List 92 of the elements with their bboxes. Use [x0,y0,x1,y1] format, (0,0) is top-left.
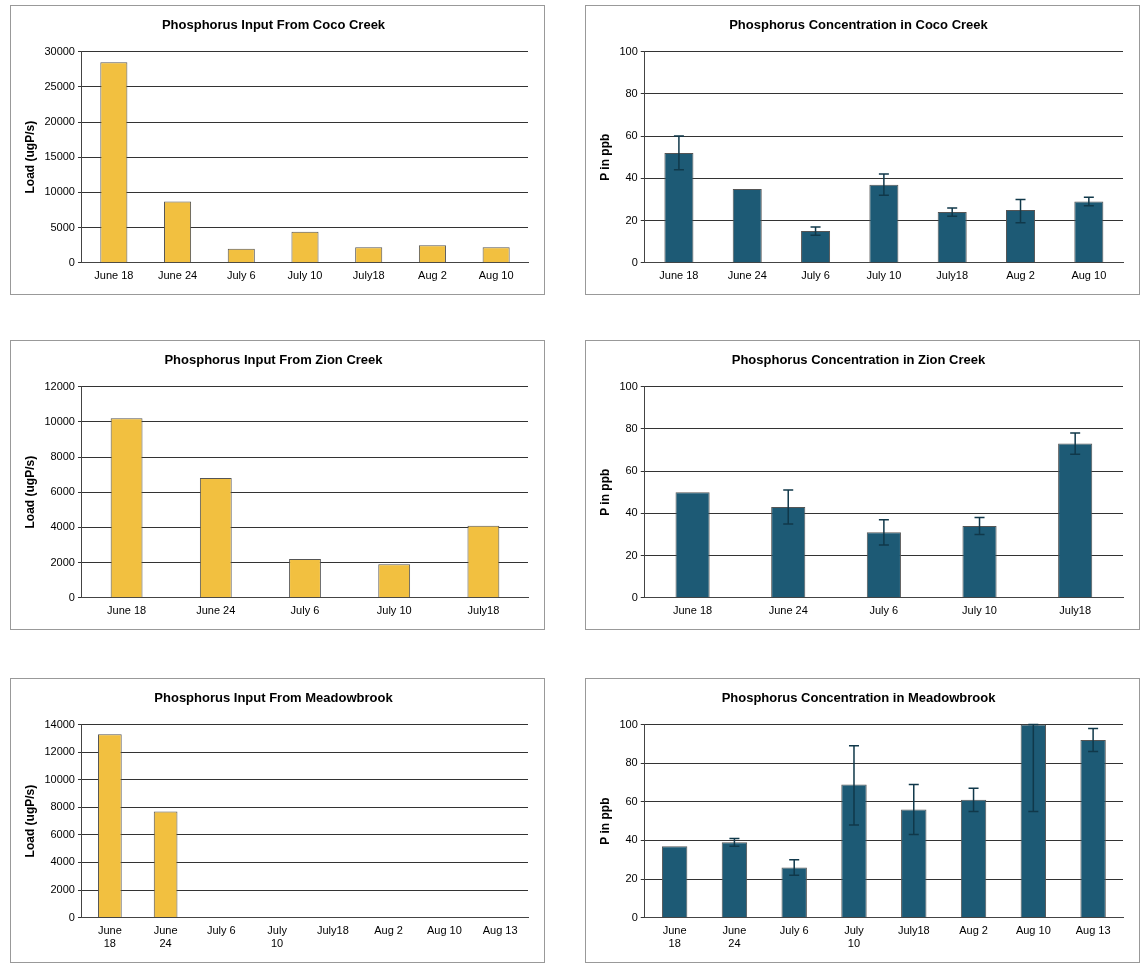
y-tick-label: 5000 [50,220,75,233]
chart-title: Phosphorus Concentration in Coco Creek [729,17,989,33]
x-tick-label: July 6 [869,604,899,617]
x-tick-label: July18 [897,924,930,937]
y-tick-label: 8000 [50,800,75,813]
x-tick-label: Aug 2 [1006,269,1035,282]
y-tick-label: 60 [625,794,638,807]
y-tick-label: 12000 [44,745,75,758]
x-tick-label: June 18 [673,604,713,617]
y-axis-title: P in ppb [597,797,612,845]
y-tick-label: 20 [625,213,638,226]
y-tick-label: 0 [68,910,75,923]
y-tick-label: 0 [68,255,75,268]
y-tick-label: 2000 [50,883,75,896]
x-tick-label: Aug 10 [1015,924,1051,937]
y-tick-label: 8000 [50,450,75,463]
y-tick-label: 6000 [50,485,75,498]
y-tick-label: 80 [625,756,638,769]
chart-title: Phosphorus Input From Zion Creek [164,352,384,368]
y-axis-title: Load (ugP/s) [22,120,37,194]
x-tick-label: Aug 2 [374,924,403,937]
x-tick-label: July 10 [844,924,865,950]
x-tick-label: June 24 [153,924,178,950]
x-tick-label: July18 [467,604,500,617]
y-axis-title: P in ppb [597,468,612,516]
x-tick-label: June 18 [94,269,134,282]
y-tick-label: 2000 [50,555,75,568]
x-tick-label: July 6 [226,269,256,282]
y-tick-label: 100 [619,379,638,392]
y-axis-title: P in ppb [597,133,612,181]
y-tick-label: 6000 [50,827,75,840]
y-tick-label: 12000 [44,379,75,392]
x-tick-label: June 18 [662,924,687,950]
y-tick-label: 14000 [44,717,75,730]
x-tick-label: June 24 [768,604,808,617]
y-tick-label: 0 [631,255,638,268]
x-tick-label: July 6 [801,269,830,282]
x-tick-label: Aug 10 [478,269,514,282]
y-tick-label: 25000 [44,79,75,92]
y-tick-label: 30000 [44,44,75,57]
x-tick-label: Aug 10 [426,924,462,937]
x-tick-label: July 10 [866,269,902,282]
x-tick-label: July 6 [290,604,320,617]
x-tick-label: July 6 [779,924,809,937]
x-tick-label: June 24 [727,269,767,282]
y-tick-label: 80 [625,86,638,99]
y-tick-label: 40 [625,833,638,846]
chart-title: Phosphorus Concentration in Zion Creek [731,352,987,368]
x-tick-label: June 24 [157,269,198,282]
y-tick-label: 10000 [44,414,75,427]
y-tick-label: 20 [625,548,638,561]
y-tick-label: 0 [631,590,638,603]
x-tick-label: July18 [352,269,385,282]
y-tick-label: 80 [625,421,638,434]
x-tick-label: Aug 2 [418,269,447,282]
x-tick-label: June 18 [659,269,699,282]
x-tick-label: Aug 13 [482,924,518,937]
x-tick-label: July18 [316,924,349,937]
chart-title: Phosphorus Input From Coco Creek [161,17,386,33]
y-tick-label: 40 [625,171,638,184]
x-tick-label: July18 [1059,604,1092,617]
x-tick-label: Aug 2 [959,924,988,937]
chart-title: Phosphorus Concentration in Meadowbrook [721,690,997,706]
y-tick-label: 20000 [44,115,75,128]
y-axis-title: Load (ugP/s) [22,784,37,858]
x-tick-label: June 18 [97,924,122,950]
x-tick-label: Aug 10 [1071,269,1107,282]
y-tick-label: 0 [631,910,638,923]
y-tick-label: 60 [625,464,638,477]
y-axis-title: Load (ugP/s) [22,455,37,529]
y-tick-label: 0 [68,590,75,603]
y-tick-label: 100 [619,44,638,57]
y-tick-label: 40 [625,506,638,519]
y-tick-label: 20 [625,872,638,885]
x-tick-label: Aug 13 [1075,924,1111,937]
x-tick-label: June 24 [722,924,747,950]
x-tick-label: July 10 [962,604,997,617]
x-tick-label: July 6 [206,924,236,937]
y-tick-label: 10000 [44,772,75,785]
x-tick-label: June 24 [196,604,236,617]
y-tick-label: 4000 [50,855,75,868]
y-tick-label: 4000 [50,520,75,533]
chart-title: Phosphorus Input From Meadowbrook [154,690,394,706]
x-tick-label: July 10 [267,924,288,950]
x-tick-label: July18 [936,269,969,282]
x-tick-label: July 10 [376,604,412,617]
x-tick-label: June 18 [107,604,147,617]
y-tick-label: 15000 [44,150,75,163]
y-tick-label: 60 [625,129,638,142]
y-tick-label: 10000 [44,185,75,198]
y-tick-label: 100 [619,717,638,730]
x-tick-label: July 10 [287,269,323,282]
